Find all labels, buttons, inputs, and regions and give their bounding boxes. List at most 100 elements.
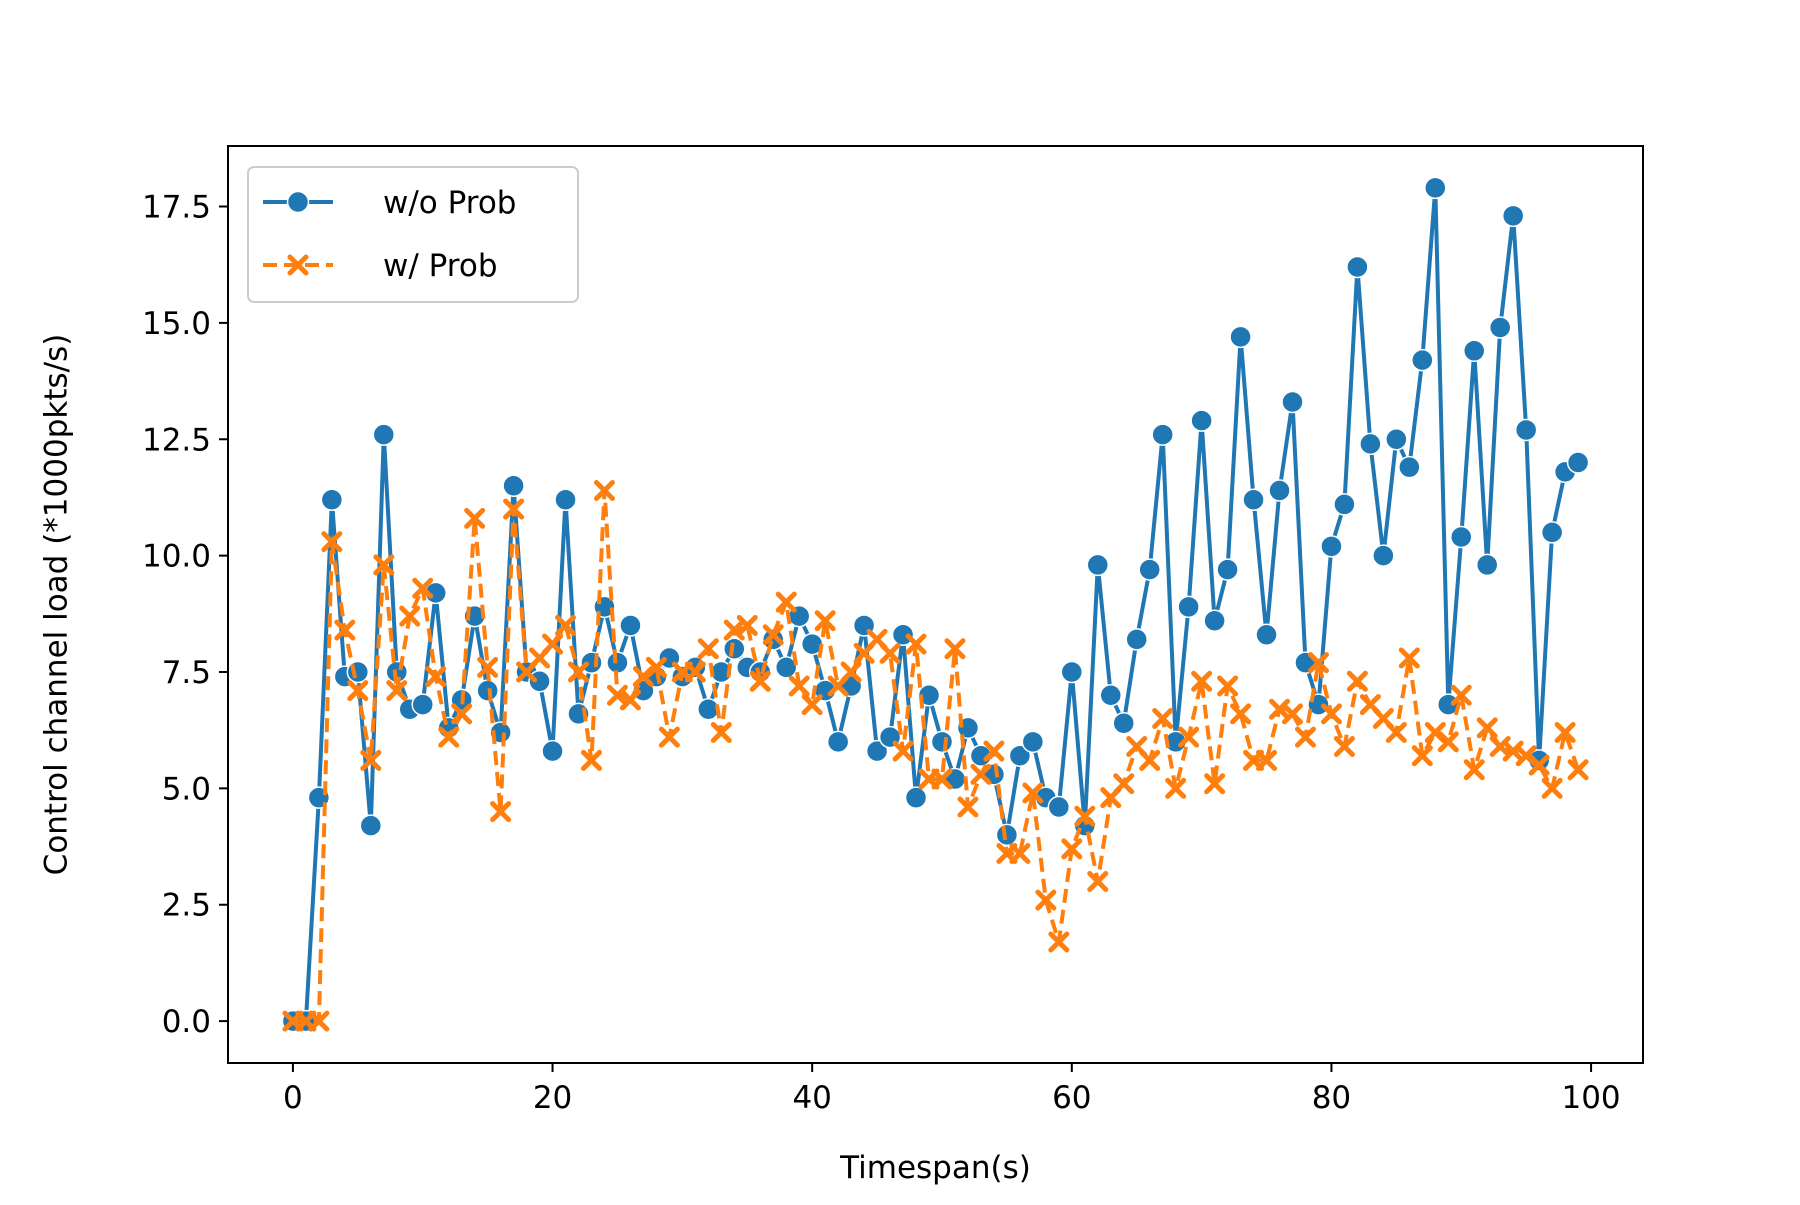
data-point: [1125, 628, 1148, 651]
data-point: [1566, 451, 1590, 474]
data-point: [1476, 717, 1498, 739]
data-point: [1138, 558, 1161, 581]
data-point: [580, 749, 602, 771]
y-tick-label: 0.0: [162, 1004, 211, 1040]
y-tick-label: 5.0: [162, 771, 211, 807]
data-point: [1047, 795, 1071, 819]
data-point: [710, 722, 732, 744]
data-point: [1514, 418, 1538, 442]
data-point: [1217, 675, 1239, 697]
data-point: [1515, 745, 1537, 767]
data-point: [1216, 558, 1239, 581]
data-point: [438, 726, 460, 748]
data-point: [1242, 488, 1265, 512]
data-point: [346, 660, 370, 684]
data-point: [775, 591, 797, 613]
data-point: [1398, 647, 1420, 669]
data-point: [865, 739, 889, 763]
data-point: [555, 614, 577, 636]
data-point: [891, 623, 915, 647]
data-point: [1086, 553, 1110, 577]
data-point: [905, 633, 927, 655]
data-point: [814, 610, 836, 632]
data-point: [1372, 544, 1395, 567]
data-point: [619, 614, 642, 637]
data-point: [1554, 722, 1576, 744]
data-point: [1048, 931, 1070, 953]
legend-label: w/ Prob: [383, 248, 498, 284]
data-point: [1385, 722, 1407, 744]
data-point: [464, 507, 486, 529]
data-point: [1398, 455, 1421, 479]
data-point: [1035, 889, 1057, 911]
data-point: [568, 661, 590, 683]
x-tick-label: 20: [533, 1080, 572, 1116]
data-point: [334, 619, 356, 641]
data-point: [749, 670, 771, 692]
data-point: [1411, 745, 1433, 767]
data-point: [1488, 316, 1512, 339]
data-point: [1463, 759, 1485, 781]
data-point: [1021, 730, 1045, 754]
data-point: [840, 661, 862, 683]
data-point: [1191, 670, 1213, 692]
data-point: [1229, 325, 1252, 349]
data-point: [320, 488, 344, 512]
legend-label: w/o Prob: [383, 185, 516, 221]
data-point: [1178, 726, 1200, 748]
data-point: [1320, 703, 1342, 725]
data-point: [658, 726, 680, 748]
x-tick-label: 80: [1312, 1080, 1351, 1116]
data-point: [1022, 782, 1044, 804]
data-point: [1540, 521, 1564, 544]
legend-marker: [287, 254, 309, 276]
data-point: [944, 638, 966, 660]
y-tick-label: 12.5: [142, 422, 211, 458]
series-with-prob: [282, 479, 1589, 1032]
data-point: [1190, 409, 1213, 432]
data-point: [1061, 838, 1083, 860]
data-point: [1008, 744, 1032, 768]
data-point: [1255, 623, 1278, 647]
data-point: [308, 1010, 330, 1032]
data-point: [451, 703, 473, 725]
data-point: [788, 675, 810, 697]
data-point: [490, 801, 512, 823]
data-point: [554, 488, 577, 512]
data-point: [1475, 553, 1499, 577]
data-point: [1281, 390, 1304, 414]
data-point: [1009, 843, 1031, 865]
data-point: [580, 651, 603, 674]
data-point: [892, 740, 914, 762]
data-point: [684, 661, 706, 683]
data-point: [1424, 722, 1446, 744]
data-point: [347, 680, 369, 702]
data-point: [593, 479, 615, 501]
data-point: [697, 638, 719, 660]
data-point: [1099, 684, 1123, 707]
data-point: [360, 749, 382, 771]
data-point: [1256, 749, 1278, 771]
data-point: [425, 666, 447, 688]
data-point: [970, 763, 992, 785]
y-tick-label: 15.0: [142, 306, 211, 342]
data-point: [1333, 493, 1356, 516]
data-point: [1203, 609, 1226, 633]
data-point: [645, 656, 667, 678]
data-point: [502, 474, 525, 498]
data-point: [541, 739, 564, 763]
data-point: [477, 656, 499, 678]
data-point: [1333, 735, 1355, 757]
data-point: [1294, 726, 1316, 748]
data-point: [1139, 749, 1161, 771]
data-point: [801, 694, 823, 716]
data-point: [1385, 428, 1408, 451]
data-point: [1113, 773, 1135, 795]
data-point: [1346, 255, 1369, 279]
data-point: [321, 531, 343, 553]
data-point: [399, 605, 421, 627]
legend-entry: w/o Prob: [263, 185, 516, 221]
data-point: [1282, 703, 1303, 725]
plot-frame: [227, 145, 1644, 1064]
